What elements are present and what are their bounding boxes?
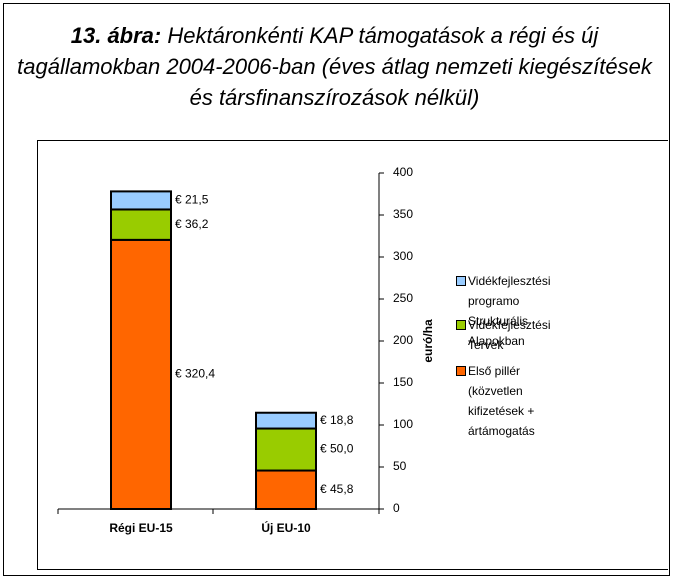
y-tick-label: 50 (393, 459, 407, 473)
y-tick-label: 100 (393, 417, 413, 431)
title-text: Hektáronkénti KAP támogatások a régi és … (17, 23, 652, 110)
x-tick-label: Régi EU-15 (109, 521, 173, 535)
legend-entry: Vidékfejlesztési programo Strukturális A… (456, 271, 551, 351)
legend-entry: Első pillér (közvetlen kifizetések + árt… (456, 361, 535, 441)
legend-swatch (456, 276, 466, 286)
legend-label: Vidékfejlesztési Tervek (468, 318, 551, 352)
legend-entry: Vidékfejlesztési Tervek (456, 315, 551, 355)
chart-title: 13. ábra: Hektáronkénti KAP támogatások … (12, 20, 657, 113)
chart: euró/ha 0 50 100 150 200 250 300 350 400 Régi EU-… (57, 165, 435, 535)
y-tick-label: 350 (393, 207, 413, 221)
x-tick-label: Új EU-10 (261, 520, 311, 535)
chart-box: euró/ha 0 50 100 150 200 250 300 350 400 Régi EU-… (37, 140, 668, 570)
value-label: € 21,5 (175, 193, 209, 207)
bar-segment (110, 208, 172, 241)
value-label: € 18,8 (320, 413, 354, 427)
bar-segment (255, 469, 317, 511)
y-tick-label: 150 (393, 375, 413, 389)
value-label: € 45,8 (320, 482, 354, 496)
y-tick-label: 0 (393, 501, 400, 515)
bar-segment (255, 411, 317, 430)
legend-swatch (456, 366, 466, 376)
y-tick-label: 300 (393, 249, 413, 263)
legend-swatch (456, 320, 466, 330)
bar-segment (110, 190, 172, 211)
title-prefix: 13. ábra: (70, 23, 162, 48)
value-label: € 320,4 (175, 367, 215, 381)
y-tick-label: 200 (393, 333, 413, 347)
value-label: € 50,0 (320, 442, 354, 456)
value-label: € 36,2 (175, 217, 209, 231)
y-tick-label: 400 (393, 165, 413, 179)
frame (3, 3, 670, 576)
bar-segment (255, 427, 317, 472)
bar-segment (110, 238, 172, 510)
y-tick-label: 250 (393, 291, 413, 305)
legend-label: Vidékfejlesztési programo Strukturális A… (468, 274, 551, 348)
legend-label: Első pillér (közvetlen kifizetések + árt… (468, 364, 535, 438)
y-axis-label: euró/ha (421, 319, 435, 363)
